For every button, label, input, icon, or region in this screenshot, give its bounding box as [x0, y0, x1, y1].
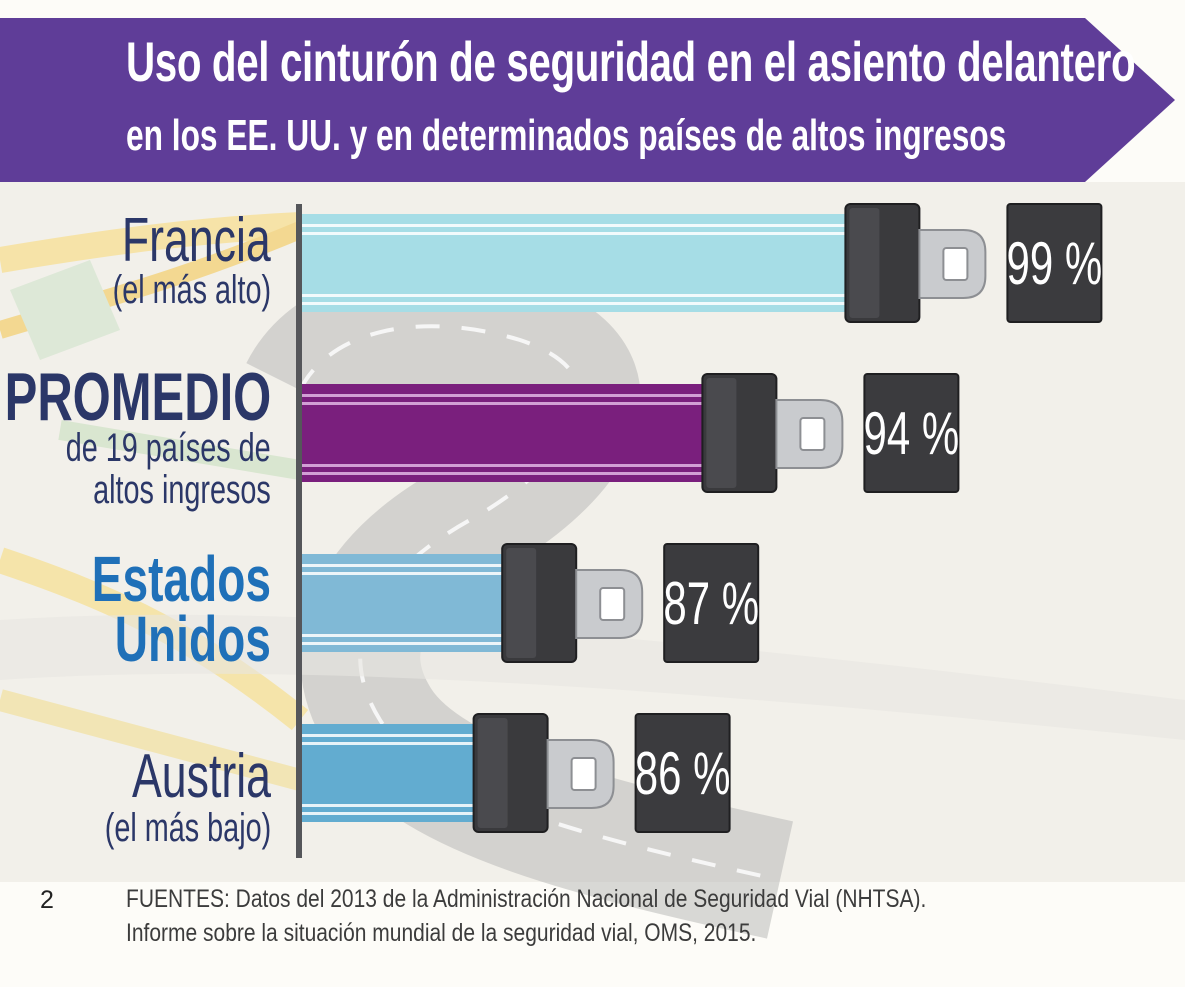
bar-1: 94 %	[302, 373, 960, 493]
strap-stripe-3-2	[302, 804, 474, 807]
strap-stripe-0-0	[302, 224, 846, 227]
bar-3: 86 %	[302, 713, 731, 833]
strap-stripe-1-2	[302, 464, 703, 467]
value-label-3: 86 %	[635, 740, 731, 807]
latch-hole-0	[942, 247, 969, 281]
strap-3	[302, 724, 474, 822]
page-number: 2	[40, 886, 54, 914]
axis-line	[296, 204, 302, 858]
latch-hole-1	[799, 417, 826, 451]
strap-stripe-3-0	[302, 734, 474, 737]
value-box-2	[663, 543, 760, 663]
bar-2: 87 %	[302, 543, 760, 663]
row-label-unidos: Unidos	[114, 603, 271, 675]
buckle-shine-2	[506, 548, 537, 658]
bar-0: 99 %	[302, 203, 1103, 323]
strap-stripe-0-3	[302, 302, 846, 305]
strap-2	[302, 554, 503, 652]
sources-line-1: FUENTES: Datos del 2013 de la Administra…	[126, 885, 927, 913]
row-sublabel-francia: (el más alto)	[112, 268, 271, 312]
strap-stripe-2-2	[302, 634, 503, 637]
value-label-0: 99 %	[1007, 230, 1103, 297]
value-box-0	[1006, 203, 1103, 323]
row-label-francia: Francia	[122, 206, 271, 275]
value-box-3	[634, 713, 731, 833]
row-sublabel-promedio-1: de 19 países de	[66, 426, 271, 470]
row-label-promedio: PROMEDIO	[4, 359, 271, 435]
strap-0	[302, 214, 846, 312]
strap-stripe-1-1	[302, 402, 703, 405]
strap-stripe-2-3	[302, 642, 503, 645]
buckle-shine-1	[706, 378, 737, 488]
sources-footer: FUENTES: Datos del 2013 de la Administra…	[126, 882, 926, 950]
row-sublabel-promedio-2: altos ingresos	[93, 468, 271, 512]
strap-stripe-2-0	[302, 564, 503, 567]
buckle-shine-0	[849, 208, 880, 318]
latch-hole-3	[570, 757, 597, 791]
buckle-shine-3	[477, 718, 508, 828]
strap-stripe-1-3	[302, 472, 703, 475]
sources-line-2: Informe sobre la situación mundial de la…	[126, 919, 757, 947]
latch-hole-2	[599, 587, 626, 621]
strap-stripe-1-0	[302, 394, 703, 397]
value-box-1	[863, 373, 960, 493]
strap-stripe-0-2	[302, 294, 846, 297]
row-label-austria: Austria	[132, 742, 271, 811]
page-subtitle: en los EE. UU. y en determinados países …	[126, 111, 1007, 160]
value-label-1: 94 %	[864, 400, 960, 467]
title-banner	[0, 18, 1175, 182]
strap-stripe-0-1	[302, 232, 846, 235]
row-label-estados: Estados	[91, 543, 271, 615]
strap-stripe-3-3	[302, 812, 474, 815]
value-label-2: 87 %	[663, 570, 759, 637]
strap-1	[302, 384, 703, 482]
strap-stripe-3-1	[302, 742, 474, 745]
row-sublabel-austria: (el más bajo)	[104, 806, 271, 850]
strap-stripe-2-1	[302, 572, 503, 575]
